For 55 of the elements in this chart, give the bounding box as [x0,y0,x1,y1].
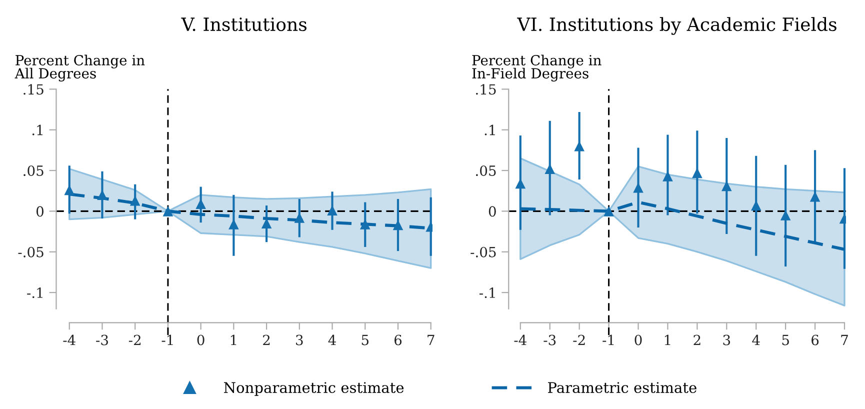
x-tick-label: 1 [230,334,236,346]
point [294,212,305,223]
x-tick-label: 3 [296,334,303,346]
x-tick-label: -1 [162,334,173,346]
x-tick-label: -4 [514,334,526,346]
point [97,190,108,200]
x-tick-label: 2 [694,334,700,346]
point [662,171,673,182]
point [196,198,206,210]
x-tick-label: 6 [394,334,402,346]
legend-label: Parametric estimate [548,382,696,394]
x-tick-label: -1 [602,334,614,346]
x-tick-label: -3 [96,334,108,346]
point [228,219,239,230]
x-tick-label: 5 [362,334,368,346]
point [261,218,272,229]
y-tick-label: 0 [488,206,496,217]
x-tick-label: 7 [841,334,848,346]
y-tick-label: 0 [36,206,44,217]
x-tick-label: 4 [328,334,336,346]
y-tick-label: -.05 [470,246,496,258]
point [162,206,174,216]
x-tick-label: -2 [128,334,140,346]
x-tick-label: 2 [263,334,270,346]
y-tick-label: .1 [32,124,42,136]
x-tick-label: 5 [782,334,789,346]
point [327,205,338,216]
y-tick-label: .15 [476,84,496,95]
x-tick-label: 3 [723,334,730,346]
y-axis-title: Percent Change in All Degrees [14,54,145,82]
point [604,206,614,216]
point [544,164,556,174]
chart-title: VI. Institutions by Academic Fields [517,17,836,35]
x-tick-label: 6 [812,334,819,346]
x-tick-label: 4 [752,334,760,346]
x-tick-label: 0 [197,334,204,346]
y-axis-title: Percent Change in In-Field Degrees [472,54,602,82]
y-tick-label: .05 [24,165,44,176]
chart-title: V. Institutions [181,18,306,32]
y-tick-label: -.1 [27,287,42,298]
point [721,180,732,192]
y-tick-label: .15 [24,84,44,95]
y-tick-label: -.1 [479,287,495,298]
legend-label: Nonparametric estimate [224,382,404,396]
x-tick-label: 0 [634,334,642,346]
x-tick-label: -3 [544,334,556,346]
x-tick-label: -2 [573,334,585,346]
x-tick-label: 1 [664,334,670,346]
y-tick-label: .05 [476,165,496,176]
point [360,219,370,230]
y-tick-label: .1 [484,124,495,136]
y-tick-label: -.05 [18,246,44,258]
x-tick-label: 7 [428,334,434,346]
x-tick-label: -4 [63,334,76,346]
point [692,168,702,178]
